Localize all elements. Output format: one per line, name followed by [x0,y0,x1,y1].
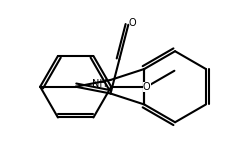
Text: O: O [143,82,151,92]
Text: NH: NH [92,79,107,89]
Text: O: O [128,18,136,28]
